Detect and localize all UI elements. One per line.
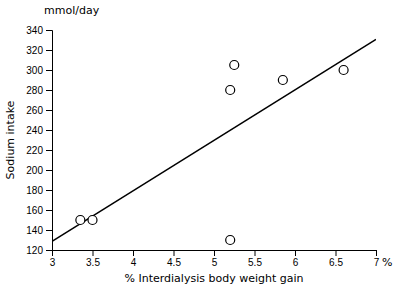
tick: 340 — [26, 25, 52, 36]
tick-label: 300 — [26, 65, 43, 76]
tick-label: 6 — [293, 257, 299, 268]
unit-label: mmol/day — [44, 4, 100, 17]
tick-label: 140 — [26, 225, 43, 236]
tick-label: 220 — [26, 145, 43, 156]
tick-mark — [46, 210, 52, 211]
tick: 240 — [26, 125, 52, 136]
tick-label: 5 — [212, 257, 218, 268]
tick: 320 — [26, 45, 52, 56]
tick-label: 4.5 — [167, 257, 181, 268]
x-axis-title: % Interdialysis body weight gain — [125, 272, 304, 285]
tick: 120 — [26, 245, 52, 256]
chart: 3 3.5 4 4.5 5 5.5 6 6.5 7 120 140 160 180 200 220 240 26… — [0, 0, 400, 290]
tick-mark — [46, 170, 52, 171]
tick-label: 6.5 — [329, 257, 343, 268]
tick-label: 160 — [26, 205, 43, 216]
point — [278, 76, 287, 85]
unit-label: % — [382, 256, 392, 269]
tick: 180 — [26, 185, 52, 196]
tick-mark — [376, 250, 377, 256]
tick: 3 — [50, 250, 56, 268]
y-axis-title: Sodium intake — [4, 100, 17, 179]
tick-label: 200 — [26, 165, 43, 176]
tick-mark — [46, 130, 52, 131]
point — [339, 66, 348, 75]
tick-label: 3 — [50, 257, 56, 268]
tick-label: 240 — [26, 125, 43, 136]
tick-label: 5.5 — [248, 257, 262, 268]
tick-label: 4 — [131, 257, 137, 268]
tick-mark — [336, 250, 337, 256]
plot: 3 3.5 4 4.5 5 5.5 6 6.5 7 120 140 160 180 200 220 240 26… — [26, 25, 379, 268]
tick: 5 — [212, 250, 218, 268]
tick-mark — [46, 90, 52, 91]
y-axis: 120 140 160 180 200 220 240 260 280 300 320 340 — [26, 25, 52, 256]
tick: 220 — [26, 145, 52, 156]
marks — [52, 39, 376, 244]
tick: 6 — [293, 250, 299, 268]
point — [226, 236, 235, 245]
tick-label: 3.5 — [86, 257, 100, 268]
tick-mark — [133, 250, 134, 256]
tick-label: 120 — [26, 245, 43, 256]
tick: 5.5 — [248, 250, 262, 268]
point — [76, 216, 85, 225]
tick-mark — [46, 30, 52, 31]
tick-mark — [46, 150, 52, 151]
tick-mark — [46, 250, 52, 251]
tick-mark — [295, 250, 296, 256]
tick-label: 340 — [26, 25, 43, 36]
point — [88, 216, 97, 225]
tick: 300 — [26, 65, 52, 76]
tick: 200 — [26, 165, 52, 176]
tick: 160 — [26, 205, 52, 216]
tick: 7 — [374, 250, 380, 268]
axis-line — [46, 31, 53, 251]
axis-line — [53, 251, 377, 257]
tick: 260 — [26, 105, 52, 116]
tick-mark — [46, 50, 52, 51]
tick-mark — [93, 250, 94, 256]
tick-mark — [46, 70, 52, 71]
point — [226, 86, 235, 95]
tick-label: 280 — [26, 85, 43, 96]
tick-mark — [255, 250, 256, 256]
tick-label: 7 — [374, 257, 380, 268]
tick: 280 — [26, 85, 52, 96]
tick: 3.5 — [86, 250, 100, 268]
tick: 140 — [26, 225, 52, 236]
tick-mark — [46, 190, 52, 191]
x-axis: 3 3.5 4 4.5 5 5.5 6 6.5 7 — [50, 250, 380, 268]
tick-label: 180 — [26, 185, 43, 196]
tick: 4 — [131, 250, 137, 268]
point — [230, 61, 239, 70]
tick-mark — [46, 110, 52, 111]
tick-mark — [174, 250, 175, 256]
tick-label: 260 — [26, 105, 43, 116]
tick-label: 320 — [26, 45, 43, 56]
tick-mark — [214, 250, 215, 256]
tick-mark — [46, 230, 52, 231]
tick: 6.5 — [329, 250, 343, 268]
tick: 4.5 — [167, 250, 181, 268]
regression-line — [52, 39, 376, 241]
